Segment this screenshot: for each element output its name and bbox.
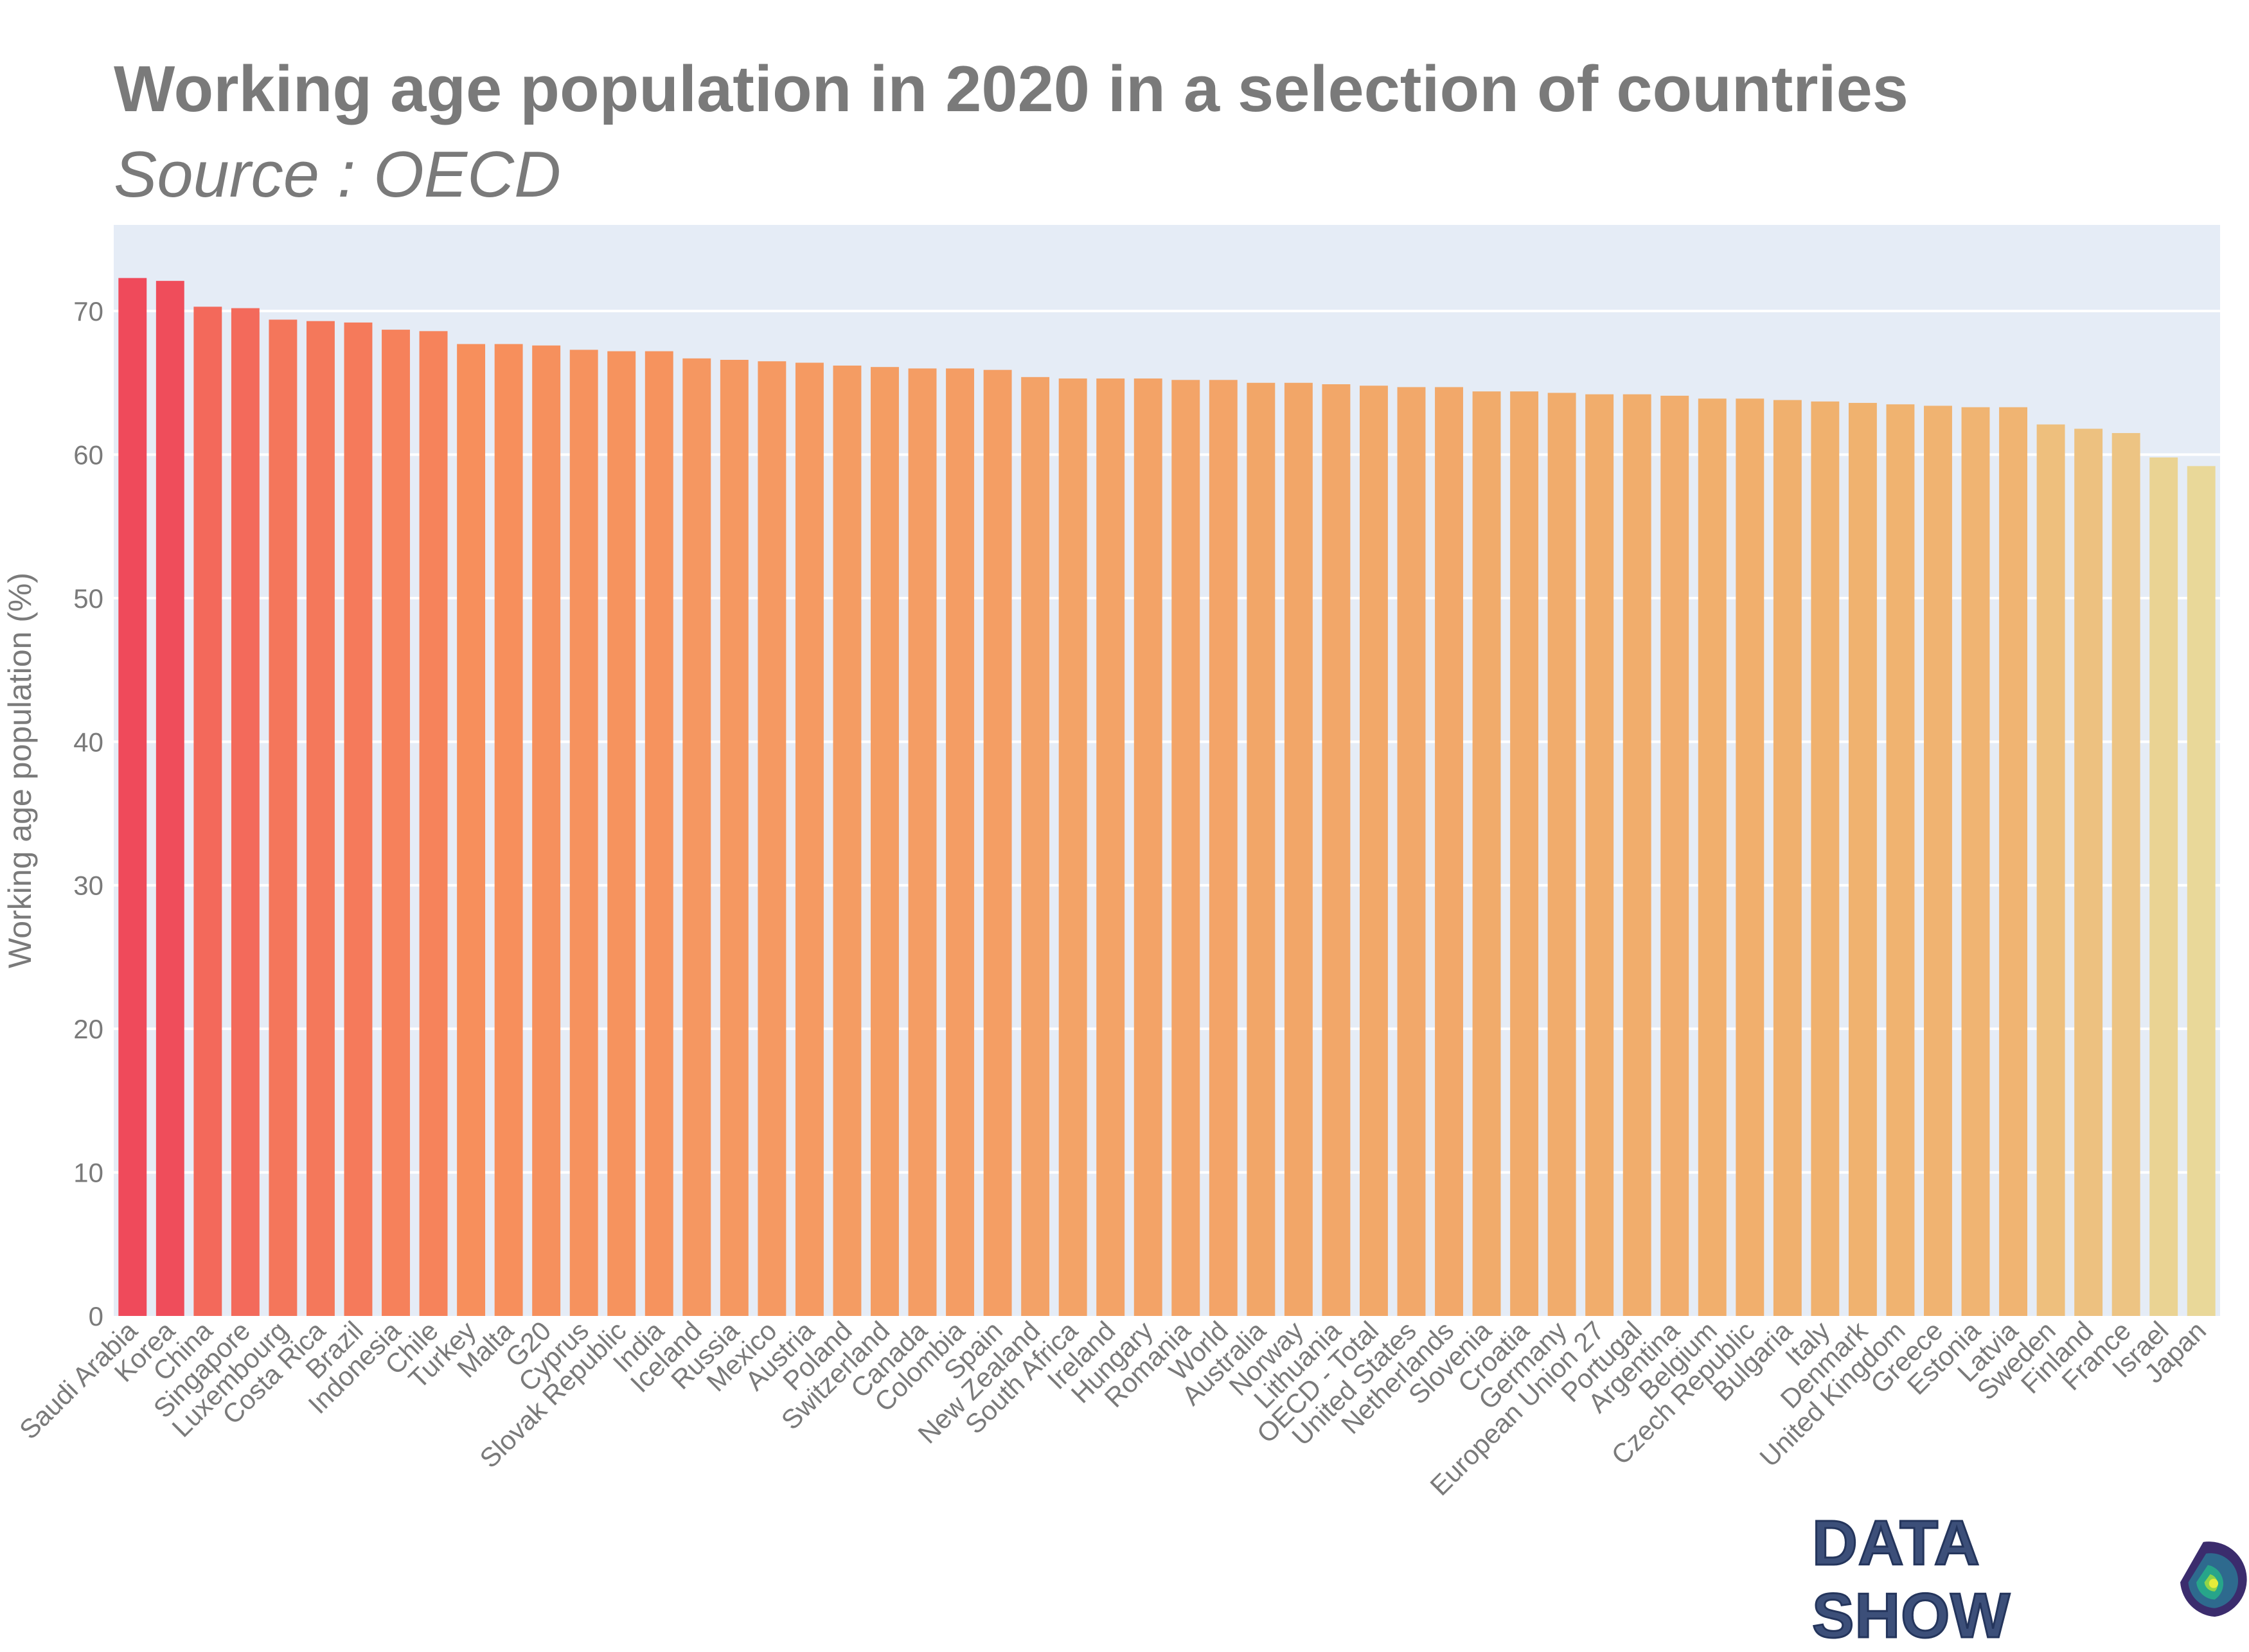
bar[interactable] [1171,380,1200,1317]
y-tick-label: 70 [73,296,103,326]
y-tick-label: 40 [73,727,103,757]
bar[interactable] [1247,382,1276,1316]
chart-subtitle: Source : OECD [114,139,562,211]
y-tick-label: 50 [73,583,103,614]
bar[interactable] [231,308,260,1316]
bar[interactable] [457,344,486,1316]
bar[interactable] [1698,398,1727,1316]
bar[interactable] [1058,378,1087,1316]
logo-text: DATA SHOW [1811,1507,2011,1652]
y-axis-ticks: 0 10 20 30 40 50 60 70 [73,296,103,1331]
bar[interactable] [1510,391,1539,1316]
bars [118,278,2216,1317]
bar[interactable] [908,368,937,1316]
bar[interactable] [156,281,184,1316]
bar[interactable] [1773,400,1802,1316]
bar[interactable] [118,278,147,1317]
x-axis-ticks: Saudi ArabiaKoreaChinaSingaporeLuxembour… [13,1315,2212,1501]
data-show-logo: DATA SHOW [1811,1507,2249,1652]
bar[interactable] [2187,466,2216,1316]
bar[interactable] [1472,391,1501,1316]
bar[interactable] [983,369,1012,1316]
bar[interactable] [1736,398,1765,1316]
bar[interactable] [795,362,824,1317]
bar[interactable] [720,360,749,1316]
bar[interactable] [1547,393,1576,1317]
logo-swirl-icon [2180,1541,2247,1617]
bar[interactable] [306,321,335,1316]
y-tick-label: 30 [73,871,103,901]
bar[interactable] [1359,386,1388,1316]
bar[interactable] [871,367,899,1317]
bar[interactable] [1999,407,2028,1316]
bar[interactable] [382,330,410,1316]
bar[interactable] [1133,378,1162,1316]
y-axis-label: Working age population (%) [2,573,38,968]
bar[interactable] [193,306,222,1317]
bar[interactable] [1096,378,1125,1316]
bar[interactable] [1209,380,1238,1317]
bar[interactable] [1886,404,1915,1316]
bar[interactable] [569,350,598,1316]
bar[interactable] [833,365,862,1316]
bar[interactable] [682,358,711,1317]
bar-chart: 0 10 20 30 40 50 60 70 Saudi ArabiaKoreaChinaSi… [2,225,2220,1501]
y-tick-label: 0 [89,1301,103,1331]
bar[interactable] [2036,424,2065,1317]
bar[interactable] [1848,403,1877,1316]
bar[interactable] [644,351,673,1316]
bar[interactable] [2111,432,2140,1317]
bar[interactable] [494,344,523,1316]
bar[interactable] [1811,401,1840,1317]
bar[interactable] [1322,384,1351,1317]
bar[interactable] [1435,387,1463,1316]
bar[interactable] [1284,382,1313,1316]
bar[interactable] [1585,394,1614,1316]
bar[interactable] [1622,394,1651,1316]
bar[interactable] [344,322,373,1317]
bar[interactable] [946,368,975,1316]
y-tick-label: 60 [73,440,103,470]
bar[interactable] [607,351,636,1316]
bar[interactable] [1397,387,1426,1316]
bar[interactable] [1924,405,1952,1316]
y-tick-label: 10 [73,1158,103,1188]
chart-title: Working age population in 2020 in a sele… [114,53,1908,125]
bar[interactable] [419,331,448,1317]
bar[interactable] [2074,429,2103,1317]
bar[interactable] [1961,407,1990,1316]
bar[interactable] [269,319,298,1316]
y-tick-label: 20 [73,1014,103,1044]
bar[interactable] [1021,377,1050,1316]
bar[interactable] [1660,395,1689,1316]
bar[interactable] [532,345,561,1316]
bar[interactable] [758,361,787,1316]
bar[interactable] [2149,457,2178,1316]
